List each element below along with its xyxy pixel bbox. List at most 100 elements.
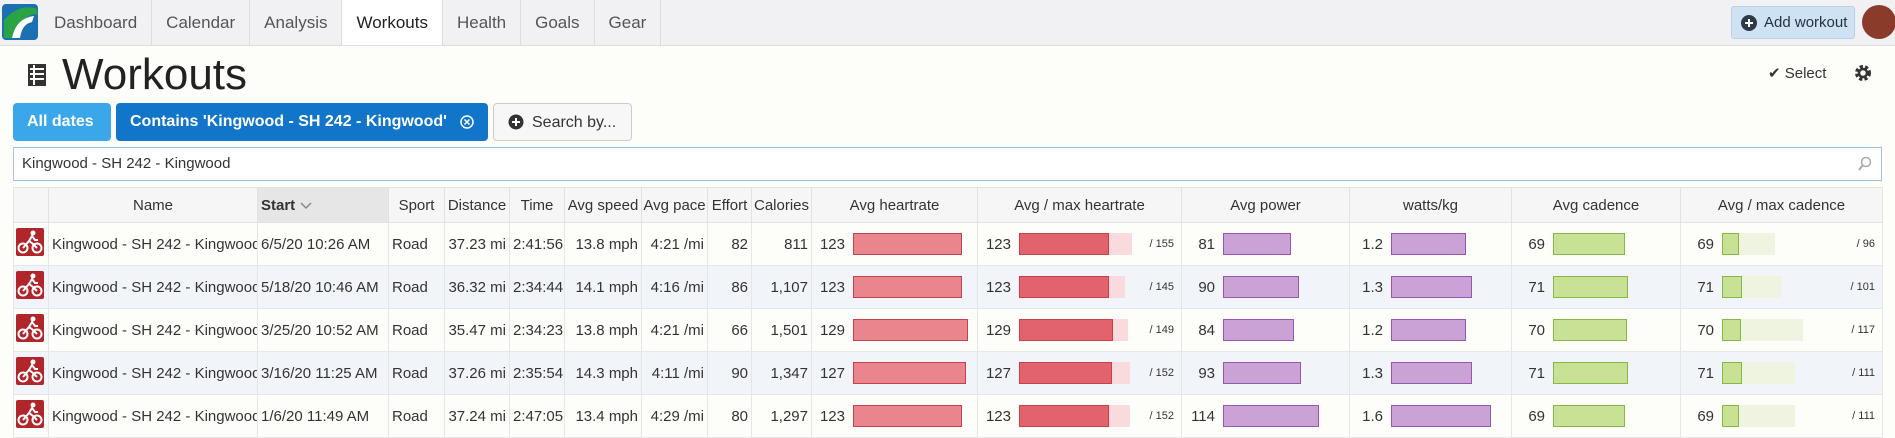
cadence: 69	[1697, 407, 1714, 425]
time-cell: 2:34:23	[509, 308, 565, 352]
nav-tab[interactable]: Gear	[595, 0, 662, 45]
time-cell: 2:34:44	[509, 265, 565, 309]
column-header[interactable]: Avg pace	[641, 187, 708, 223]
calories-cell: 1,107	[751, 265, 812, 309]
workout-row[interactable]: Kingwood - SH 242 - Kingwood 5/18/20 10:4…	[13, 265, 1883, 309]
column-header[interactable]: Avg power	[1181, 187, 1350, 223]
cell-content: 70 / 117	[1684, 319, 1879, 341]
cell-content: 69	[1515, 405, 1677, 427]
avg-power-cell: 90	[1181, 265, 1350, 309]
column-header-label: Time	[520, 196, 554, 214]
column-header-label: Effort	[711, 196, 748, 214]
avg-cadence: 69	[1528, 407, 1545, 425]
name: Kingwood - SH 242 - Kingwood	[52, 407, 258, 425]
column-header-label: Name	[132, 196, 173, 214]
avg-power-cell: 84	[1181, 308, 1350, 352]
workout-row[interactable]: Kingwood - SH 242 - Kingwood 1/6/20 11:49…	[13, 394, 1883, 438]
watts-per-kg-cell: 1.2	[1349, 308, 1512, 352]
time-cell: 2:47:05	[509, 394, 565, 438]
effort: 82	[731, 235, 748, 253]
watts-per-kg: 1.6	[1362, 407, 1383, 425]
avatar[interactable]	[1862, 5, 1895, 39]
column-header[interactable]: Effort	[707, 187, 752, 223]
heartrate-max: / 152	[1149, 367, 1174, 379]
avg-pace-cell: 4:29 /mi	[641, 394, 708, 438]
workout-row[interactable]: Kingwood - SH 242 - Kingwood 3/16/20 11:2…	[13, 351, 1883, 395]
heartrate-avg-bar	[1019, 405, 1109, 427]
heartrate: 127	[985, 364, 1011, 382]
cadence-avg-bar	[1722, 276, 1742, 298]
effort-cell: 80	[707, 394, 752, 438]
column-header[interactable]: Avg cadence	[1511, 187, 1681, 223]
column-header[interactable]: Avg heartrate	[811, 187, 978, 223]
cycling-icon	[16, 271, 44, 299]
search-by-button[interactable]: Search by...	[493, 103, 632, 141]
column-header[interactable]: Sport	[388, 187, 445, 223]
select-button[interactable]: ✔ Select	[1768, 65, 1827, 82]
column-header[interactable]: Start	[257, 187, 389, 223]
column-header[interactable]: Avg / max cadence	[1680, 187, 1883, 223]
cell-content: 70	[1515, 319, 1677, 341]
avg-pace-cell: 4:16 /mi	[641, 265, 708, 309]
heartrate-cell: 123 / 152	[977, 394, 1182, 438]
name: Kingwood - SH 242 - Kingwood	[52, 278, 258, 296]
column-header-label: Sport	[398, 196, 435, 214]
nav-tab[interactable]: Analysis	[250, 0, 343, 45]
search-input[interactable]: Kingwood - SH 242 - Kingwood	[13, 147, 1882, 181]
avg-cadence-cell: 71	[1511, 265, 1681, 309]
cycling-icon	[16, 400, 44, 428]
start: 3/25/20 10:52 AM	[261, 321, 379, 339]
calories-cell: 1,297	[751, 394, 812, 438]
cell-content: 71 / 101	[1684, 276, 1879, 298]
all-dates-filter[interactable]: All dates	[13, 103, 111, 141]
avg-speed-cell: 13.4 mph	[564, 394, 642, 438]
nav-tab[interactable]: Health	[443, 0, 522, 45]
heartrate-max-bar	[1019, 233, 1133, 255]
avg-power-bar	[1223, 276, 1299, 298]
remove-filter-icon[interactable]	[460, 115, 474, 129]
contains-filter[interactable]: Contains 'Kingwood - SH 242 - Kingwood'	[116, 103, 488, 141]
column-header-label: Avg / max cadence	[1717, 196, 1846, 214]
sport-cell: Road	[388, 265, 445, 309]
column-header[interactable]: Distance	[444, 187, 510, 223]
name-cell: Kingwood - SH 242 - Kingwood	[48, 394, 258, 438]
avg-pace: 4:11 /mi	[651, 364, 704, 382]
column-header-label: Start	[261, 196, 296, 214]
cell-content: 1.3	[1353, 362, 1508, 384]
avg-cadence-bar	[1553, 276, 1628, 298]
nav-tab[interactable]: Goals	[521, 0, 595, 45]
settings-icon[interactable]	[1854, 64, 1872, 82]
add-workout-button[interactable]: Add workout	[1731, 6, 1855, 39]
nav-tab[interactable]: Calendar	[152, 0, 251, 45]
calories-cell: 1,501	[751, 308, 812, 352]
column-header[interactable]: Avg speed	[564, 187, 642, 223]
avg-speed: 13.8 mph	[575, 321, 638, 339]
avg-heartrate: 129	[819, 321, 845, 339]
watts-per-kg: 1.2	[1362, 235, 1383, 253]
avg-power-bar	[1223, 233, 1292, 255]
start-cell: 3/25/20 10:52 AM	[257, 308, 389, 352]
column-header[interactable]: Time	[509, 187, 565, 223]
calories: 1,347	[770, 364, 808, 382]
column-header[interactable]: Avg / max heartrate	[977, 187, 1182, 223]
effort: 90	[731, 364, 748, 382]
avg-pace: 4:16 /mi	[650, 278, 704, 296]
heartrate: 129	[985, 321, 1011, 339]
workout-row[interactable]: Kingwood - SH 242 - Kingwood 6/5/20 10:26…	[13, 222, 1883, 266]
nav-tab[interactable]: Workouts	[342, 0, 443, 45]
name-cell: Kingwood - SH 242 - Kingwood	[48, 308, 258, 352]
column-header[interactable]: watts/kg	[1349, 187, 1512, 223]
avg-pace: 4:21 /mi	[650, 321, 704, 339]
column-header[interactable]: Name	[48, 187, 258, 223]
workout-row[interactable]: Kingwood - SH 242 - Kingwood 3/25/20 10:5…	[13, 308, 1883, 352]
time-cell: 2:35:54	[509, 351, 565, 395]
cadence-max-bar	[1722, 405, 1796, 427]
distance: 35.47 mi	[448, 321, 506, 339]
avg-heartrate-bar	[853, 276, 963, 298]
column-header[interactable]: Calories	[751, 187, 812, 223]
distance-cell: 37.24 mi	[444, 394, 510, 438]
heartrate-cell: 123 / 155	[977, 222, 1182, 266]
column-header-label: Avg / max heartrate	[1014, 196, 1145, 214]
nav-tab[interactable]: Dashboard	[40, 0, 153, 45]
logo[interactable]	[0, 0, 40, 45]
